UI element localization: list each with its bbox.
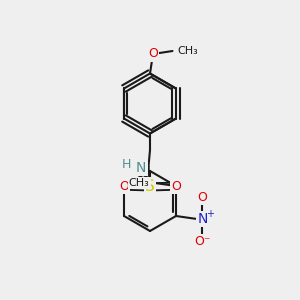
Text: O: O [148,47,158,61]
Text: CH₃: CH₃ [177,46,198,56]
Text: O: O [197,190,207,204]
Text: O⁻: O⁻ [194,235,211,248]
Text: N: N [136,161,146,175]
Text: H: H [122,158,132,172]
Text: O: O [119,180,129,193]
Text: +: + [206,208,214,219]
Text: S: S [145,179,155,194]
Text: N: N [197,212,208,226]
Text: CH₃: CH₃ [129,178,150,188]
Text: O: O [171,180,181,193]
